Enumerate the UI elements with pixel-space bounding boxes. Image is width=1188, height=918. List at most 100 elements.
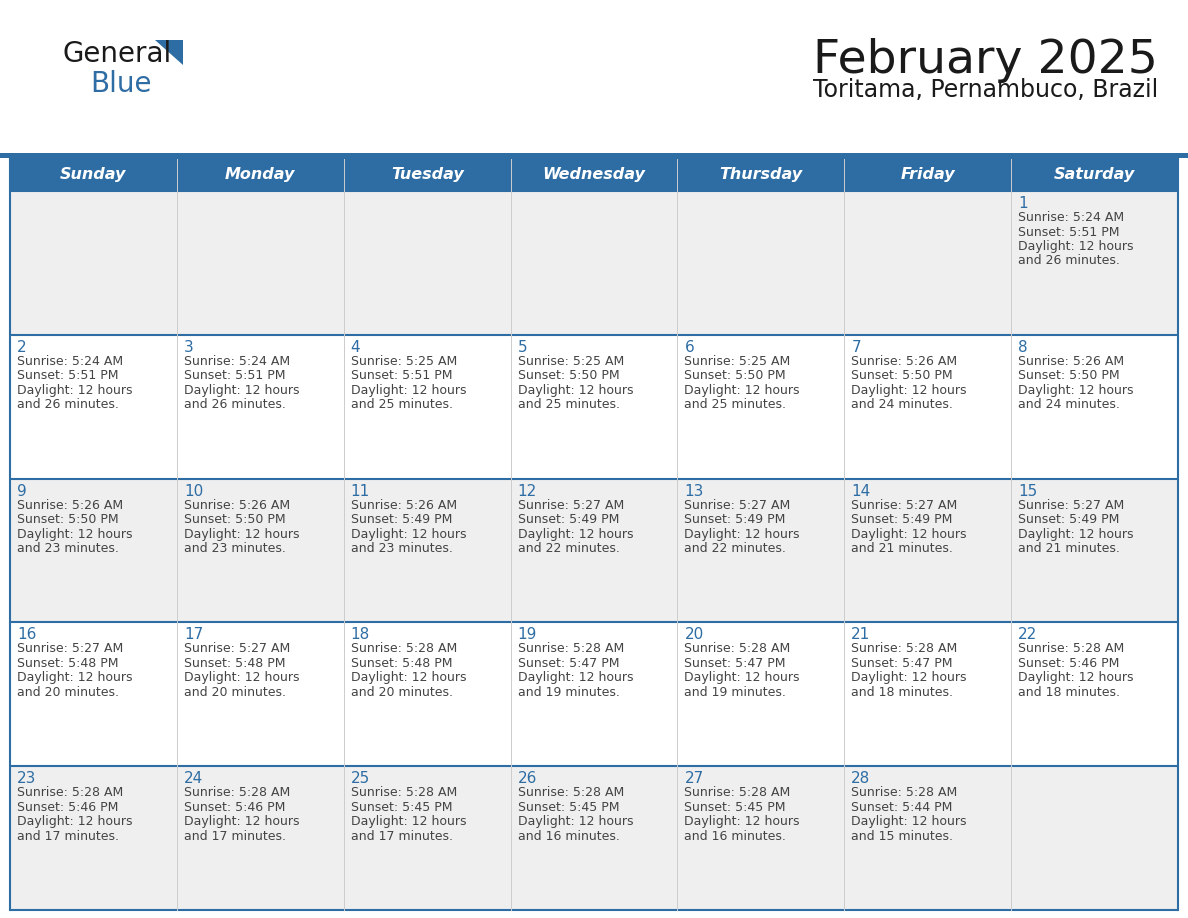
Text: and 15 minutes.: and 15 minutes. [852,830,953,843]
Bar [677,767,845,910]
Text: Daylight: 12 hours: Daylight: 12 hours [17,528,133,541]
Text: Daylight: 12 hours: Daylight: 12 hours [684,528,800,541]
Text: Sunset: 5:50 PM: Sunset: 5:50 PM [17,513,119,526]
Text: Daylight: 12 hours: Daylight: 12 hours [17,671,133,685]
Bar [845,622,1011,767]
Text: and 18 minutes.: and 18 minutes. [852,686,953,699]
Text: Daylight: 12 hours: Daylight: 12 hours [17,815,133,828]
Text: 10: 10 [184,484,203,498]
Text: 12: 12 [518,484,537,498]
Bar [511,478,677,622]
Bar [1011,478,1178,622]
Text: Sunrise: 5:24 AM: Sunrise: 5:24 AM [1018,211,1124,224]
Text: Sunset: 5:47 PM: Sunset: 5:47 PM [852,657,953,670]
Text: Saturday: Saturday [1054,167,1136,183]
Text: Sunset: 5:45 PM: Sunset: 5:45 PM [518,800,619,813]
Text: Toritama, Pernambuco, Brazil: Toritama, Pernambuco, Brazil [813,78,1158,102]
Bar [845,335,1011,478]
Text: 18: 18 [350,627,369,643]
Text: and 26 minutes.: and 26 minutes. [17,398,119,411]
Bar [845,767,1011,910]
Text: Sunset: 5:47 PM: Sunset: 5:47 PM [684,657,786,670]
Text: Sunrise: 5:28 AM: Sunrise: 5:28 AM [518,786,624,800]
Text: Sunrise: 5:28 AM: Sunrise: 5:28 AM [684,786,791,800]
Text: and 24 minutes.: and 24 minutes. [1018,398,1120,411]
Bar [10,159,1178,191]
Text: and 23 minutes.: and 23 minutes. [17,543,119,555]
Text: 25: 25 [350,771,369,786]
Text: 4: 4 [350,340,360,354]
Text: Sunset: 5:48 PM: Sunset: 5:48 PM [17,657,119,670]
Text: 22: 22 [1018,627,1037,643]
Text: 8: 8 [1018,340,1028,354]
Bar [177,767,343,910]
Text: Daylight: 12 hours: Daylight: 12 hours [1018,528,1133,541]
Bar [177,478,343,622]
Text: Daylight: 12 hours: Daylight: 12 hours [1018,671,1133,685]
Text: Sunrise: 5:27 AM: Sunrise: 5:27 AM [184,643,290,655]
Text: Sunset: 5:49 PM: Sunset: 5:49 PM [350,513,453,526]
Text: Sunrise: 5:28 AM: Sunrise: 5:28 AM [852,786,958,800]
Text: 7: 7 [852,340,861,354]
Text: Sunset: 5:46 PM: Sunset: 5:46 PM [184,800,285,813]
Text: 27: 27 [684,771,703,786]
Text: and 21 minutes.: and 21 minutes. [852,543,953,555]
Bar [511,622,677,767]
Bar [845,191,1011,335]
Text: Daylight: 12 hours: Daylight: 12 hours [684,384,800,397]
Text: Sunrise: 5:28 AM: Sunrise: 5:28 AM [184,786,290,800]
Text: Daylight: 12 hours: Daylight: 12 hours [684,815,800,828]
Bar [511,335,677,478]
Bar [177,622,343,767]
Text: Sunrise: 5:24 AM: Sunrise: 5:24 AM [17,354,124,368]
Bar [845,478,1011,622]
Text: Sunset: 5:49 PM: Sunset: 5:49 PM [852,513,953,526]
Text: and 23 minutes.: and 23 minutes. [184,543,286,555]
Text: 5: 5 [518,340,527,354]
Bar [0,153,1188,158]
Text: Daylight: 12 hours: Daylight: 12 hours [1018,384,1133,397]
Text: Sunrise: 5:27 AM: Sunrise: 5:27 AM [852,498,958,511]
Text: Sunrise: 5:27 AM: Sunrise: 5:27 AM [1018,498,1124,511]
Bar [10,335,177,478]
Text: 21: 21 [852,627,871,643]
Text: Sunset: 5:46 PM: Sunset: 5:46 PM [17,800,119,813]
Text: and 26 minutes.: and 26 minutes. [184,398,286,411]
Bar [343,478,511,622]
Text: 11: 11 [350,484,369,498]
Text: Sunset: 5:45 PM: Sunset: 5:45 PM [350,800,453,813]
Text: and 26 minutes.: and 26 minutes. [1018,254,1120,267]
Text: 6: 6 [684,340,694,354]
Text: Sunrise: 5:26 AM: Sunrise: 5:26 AM [17,498,124,511]
Text: Blue: Blue [90,70,152,98]
Text: Sunset: 5:50 PM: Sunset: 5:50 PM [852,369,953,382]
Text: and 19 minutes.: and 19 minutes. [684,686,786,699]
Text: Daylight: 12 hours: Daylight: 12 hours [350,815,466,828]
Text: and 20 minutes.: and 20 minutes. [184,686,286,699]
Text: and 17 minutes.: and 17 minutes. [17,830,119,843]
Bar [677,335,845,478]
Text: and 19 minutes.: and 19 minutes. [518,686,619,699]
Bar [1011,622,1178,767]
Bar [677,478,845,622]
Text: and 25 minutes.: and 25 minutes. [350,398,453,411]
Text: February 2025: February 2025 [813,38,1158,83]
Text: Daylight: 12 hours: Daylight: 12 hours [852,671,967,685]
Text: Sunday: Sunday [61,167,127,183]
Bar [343,622,511,767]
Text: Sunset: 5:50 PM: Sunset: 5:50 PM [1018,369,1120,382]
Text: Daylight: 12 hours: Daylight: 12 hours [184,528,299,541]
Text: Sunset: 5:50 PM: Sunset: 5:50 PM [184,513,285,526]
Text: Sunrise: 5:26 AM: Sunrise: 5:26 AM [852,354,958,368]
Bar [677,191,845,335]
Bar [343,767,511,910]
Text: 17: 17 [184,627,203,643]
Text: 3: 3 [184,340,194,354]
Text: Sunrise: 5:28 AM: Sunrise: 5:28 AM [684,643,791,655]
Text: 20: 20 [684,627,703,643]
Text: 24: 24 [184,771,203,786]
Text: 16: 16 [17,627,37,643]
Text: Sunset: 5:48 PM: Sunset: 5:48 PM [184,657,285,670]
Bar [1011,191,1178,335]
Bar [1011,767,1178,910]
